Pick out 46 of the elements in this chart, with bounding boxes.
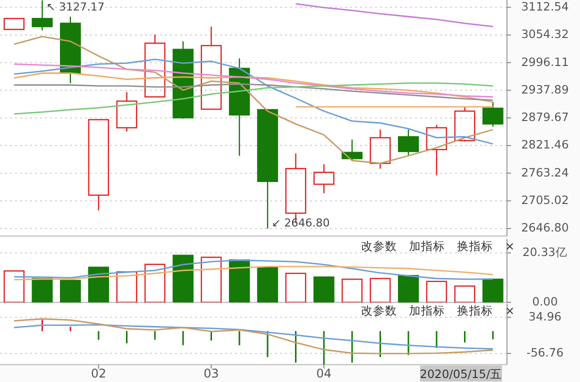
annotation: × xyxy=(505,304,515,318)
y-tick-label: 0.00 xyxy=(532,294,558,309)
y-tick-label: 2996.11 xyxy=(521,54,569,69)
bar xyxy=(228,259,250,302)
line-series xyxy=(13,36,494,164)
y-tick-label: 20.33亿 xyxy=(522,244,568,259)
line-series xyxy=(13,83,494,101)
annotation: 改参数 xyxy=(361,239,397,253)
bar xyxy=(172,254,194,302)
y-tick-label: 3112.54 xyxy=(521,0,569,14)
y-tick-label: 2821.46 xyxy=(521,138,569,152)
bar xyxy=(482,278,504,302)
bar xyxy=(88,266,110,302)
x-tick-label: 04 xyxy=(316,366,332,381)
x-tick-label: 02 xyxy=(90,366,106,381)
bar xyxy=(257,266,278,302)
annotation: × xyxy=(505,239,515,253)
y-tick-label: 2646.80 xyxy=(521,220,569,235)
annotation: ↙ 2646.80 xyxy=(272,216,330,230)
annotation: 加指标 xyxy=(409,304,445,318)
line-series xyxy=(13,318,494,354)
line-series xyxy=(13,260,494,280)
line-series xyxy=(13,72,494,103)
bar xyxy=(313,276,334,302)
x-tick-label: 03 xyxy=(204,366,219,381)
y-tick-label: 2763.24 xyxy=(521,165,569,180)
y-tick-label: 2879.67 xyxy=(521,110,569,124)
annotation: 改参数 xyxy=(361,304,397,318)
annotation: 加指标 xyxy=(409,239,445,253)
bar xyxy=(32,278,53,302)
line-series xyxy=(13,266,494,280)
line-series xyxy=(295,3,494,28)
line-series xyxy=(13,82,494,115)
bar xyxy=(398,274,419,302)
annotation: 换指标 xyxy=(457,239,493,253)
y-tick-label: 2937.89 xyxy=(521,82,569,96)
line-series xyxy=(13,324,494,350)
annotation: ↖ 3127.17 xyxy=(46,0,104,14)
line-series xyxy=(13,63,494,98)
y-tick-label: 2705.02 xyxy=(521,192,569,208)
bar xyxy=(60,280,81,302)
annotation: 换指标 xyxy=(457,304,493,318)
y-tick-label: 34.96 xyxy=(528,309,562,324)
y-tick-label: -56.76 xyxy=(526,346,564,360)
text: 2020/05/15/五 xyxy=(420,367,502,381)
y-tick-label: 3054.32 xyxy=(521,27,569,42)
